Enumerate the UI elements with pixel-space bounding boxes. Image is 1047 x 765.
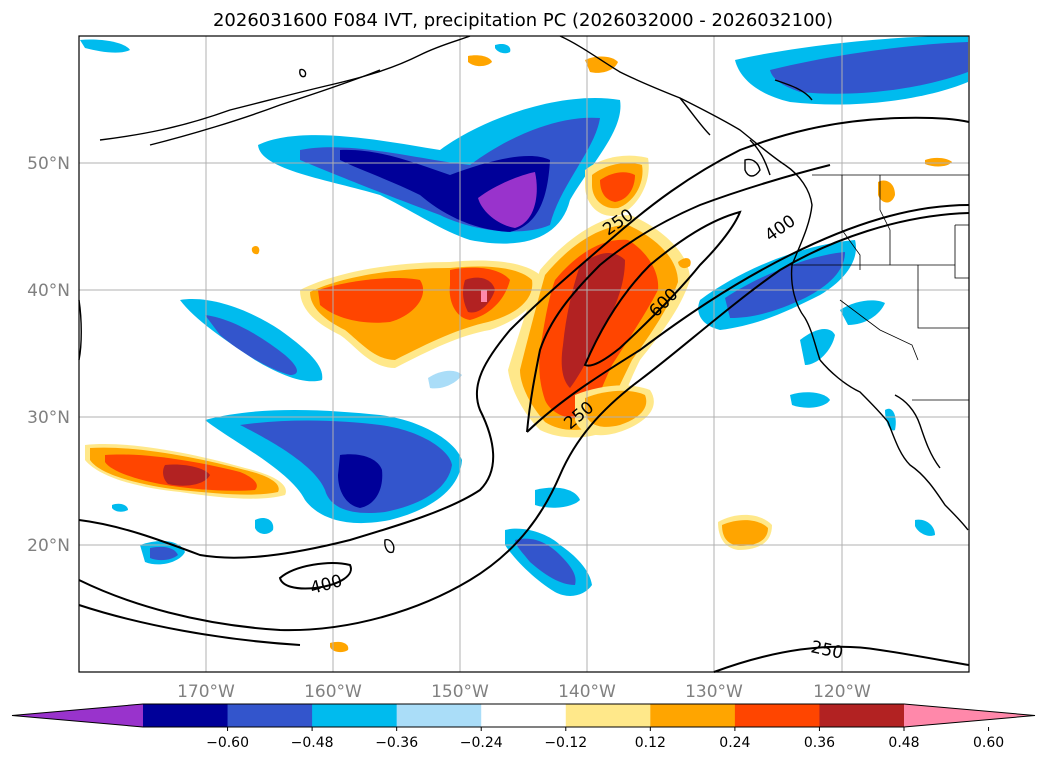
ivt-contour-400 (78, 212, 970, 632)
lon-labels: 170°W 160°W 150°W 140°W 130°W 120°W (177, 682, 871, 702)
colorbar-segment (227, 704, 313, 727)
graticule (79, 36, 969, 672)
map-border (78, 35, 970, 673)
lat-label: 50°N (27, 154, 70, 174)
colorbar-tick-label: 0.12 (635, 735, 666, 751)
colorbar-tick-label: −0.24 (460, 735, 503, 751)
borders (790, 174, 969, 401)
colorbar-tick-label: 0.24 (719, 735, 750, 751)
lat-labels: 50°N 40°N 30°N 20°N (27, 154, 70, 556)
lon-label: 150°W (431, 682, 489, 702)
lon-label: 130°W (685, 682, 743, 702)
colorbar-tick-label: 0.60 (973, 735, 1004, 751)
colorbar-segment (734, 704, 820, 727)
colorbar-tick-label: 0.48 (888, 735, 919, 751)
colorbar-tick-label: 0.36 (804, 735, 835, 751)
lat-label: 20°N (27, 536, 70, 556)
colorbar-tick-label: −0.12 (544, 735, 587, 751)
lat-label: 30°N (27, 408, 70, 428)
map-panel: 250 600 400 250 400 250 (78, 35, 970, 673)
colorbar-segment (481, 704, 567, 727)
negative-pc-fills (80, 35, 968, 596)
colorbar-tick-label: −0.36 (375, 735, 418, 751)
colorbar-tick-label: −0.60 (206, 735, 249, 751)
colorbar-segment (565, 704, 651, 727)
figure-title: 2026031600 F084 IVT, precipitation PC (2… (213, 10, 833, 31)
colorbar-segment (650, 704, 736, 727)
ivt-contours (78, 116, 970, 673)
ivt-contour-600 (583, 210, 742, 367)
colorbar-segment (819, 704, 905, 727)
lon-label: 170°W (177, 682, 235, 702)
colorbar-extend-max (904, 704, 1035, 727)
colorbar-segment (143, 704, 229, 727)
lat-label: 40°N (27, 281, 70, 301)
lon-label: 140°W (558, 682, 616, 702)
colorbar-segment (312, 704, 398, 727)
colorbar-tick-label: −0.48 (291, 735, 334, 751)
ivt-contour-250 (78, 116, 970, 559)
colorbar-outline (11, 703, 1036, 728)
colorbar-extend-min (12, 704, 143, 727)
colorbar-segment (396, 704, 482, 727)
colorbar: −0.60 −0.48 −0.36 −0.24 −0.12 0.12 0.24 0.36 0.4… (11, 703, 1036, 751)
lon-label: 160°W (304, 682, 362, 702)
lon-label: 120°W (813, 682, 871, 702)
